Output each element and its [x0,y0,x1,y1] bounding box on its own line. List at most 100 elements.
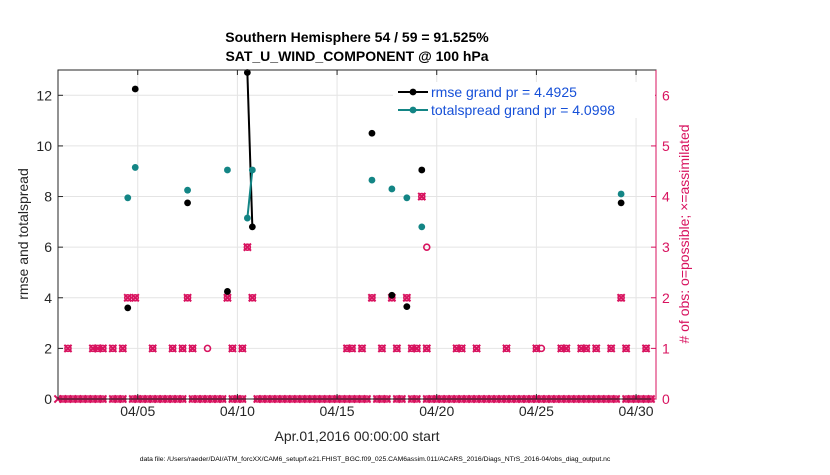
obs-possible-marker [403,293,411,302]
obs-assimilated-marker [148,344,157,353]
obs-possible-marker [131,293,140,302]
obs-assimilated-marker [130,293,140,303]
obs-assimilated-marker [616,293,626,303]
obs-possible-marker [89,344,97,353]
obs-possible-marker [502,344,511,353]
data-series [124,69,625,312]
obs-assimilated-marker [178,344,187,353]
obs-possible-marker [408,344,416,353]
obs-assimilated-marker [63,344,73,353]
rmse-point [617,199,625,207]
data-file-footer: data file: /Users/raeder/DAI/ATM_forcXX/… [140,456,611,463]
obs-possible-marker [99,344,107,353]
rmse-point [418,166,426,174]
totalspread-point [131,164,139,171]
obs-possible-marker [203,344,212,353]
obs-assimilated-marker [188,344,197,353]
y-axis-right-label: # of obs: o=possible; ×=assimilated [676,124,692,343]
obs-assimilated-marker [591,344,601,353]
x-tick-label: 04/15 [320,403,355,419]
rmse-point [388,291,396,299]
obs-assimilated-marker [561,344,571,353]
obs-assimilated-marker [472,344,481,353]
obs-possible-marker [617,293,625,302]
x-tick-label: 04/20 [419,403,454,419]
x-tick-label: 04/25 [519,403,554,419]
y-axis-label: rmse and totalspread [15,168,31,300]
x-tick-label: 04/05 [120,403,155,419]
obs-possible-marker [412,344,421,353]
rmse-point [184,199,191,207]
obs-possible-marker [592,344,601,353]
y-tick-label: 10 [36,138,52,154]
obs-assimilated-marker [417,192,427,201]
legend-box [393,82,655,118]
obs-possible-marker [123,293,132,302]
obs-possible-marker [472,344,481,353]
obs-possible-marker [343,344,351,353]
obs-possible-marker [109,344,117,353]
y2-tick-label: 1 [662,340,670,356]
rmse-point [124,304,132,312]
obs-assimilated-marker [123,293,133,303]
obs-possible-marker [358,344,366,353]
obs-possible-marker [562,344,571,353]
totalspread-point [388,185,396,193]
y2-tick-label: 4 [662,189,670,205]
totalspread-point [243,214,251,222]
y-tick-label: 2 [44,340,52,356]
obs-assimilated-marker [532,344,541,353]
obs-assimilated-marker [228,344,237,353]
totalspread-point [418,223,426,231]
obs-assimilated-marker [183,293,192,303]
obs-possible-marker [607,344,615,353]
y-tick-label: 8 [44,189,52,205]
obs-assimilated-marker [641,344,651,353]
rmse-line [246,72,254,227]
y2-tick-label: 5 [662,138,670,154]
obs-possible-marker [64,344,72,353]
obs-assimilated-marker [367,293,377,303]
obs-possible-marker [378,344,386,353]
obs-possible-marker [393,344,401,353]
obs-possible-marker [168,344,177,353]
obs-possible-marker [537,344,546,353]
obs-possible-marker [94,344,102,353]
obs-possible-marker [368,293,376,302]
y2-tick-label: 3 [662,239,670,255]
obs-possible-marker [422,243,431,251]
obs-possible-marker [582,344,591,353]
legend-totalspread-label: totalspread grand pr = 4.0998 [431,102,615,118]
y2-tick-label: 2 [662,290,670,306]
obs-assimilated-marker [98,344,108,353]
legend-totalspread-marker [409,106,417,114]
obs-possible-marker [248,293,257,302]
obs-possible-marker [422,344,431,353]
axes: 04/05 04/10 04/15 04/20 04/25 04/300246810120… [36,70,670,419]
obs-assimilated-marker [347,344,357,353]
legend-rmse-marker [409,88,417,96]
obs-assimilated-marker [243,242,252,252]
obs-assimilated-marker [581,344,591,353]
chart-subtitle: SAT_U_WIND_COMPONENT @ 100 hPa [225,48,488,64]
totalspread-point [184,186,191,194]
legend-rmse-label: rmse grand pr = 4.4925 [431,84,577,100]
obs-assimilated-marker [223,293,232,303]
obs-possible-marker [348,344,356,353]
obs-assimilated-marker [402,293,412,303]
obs-possible-marker [243,243,252,251]
obs-assimilated-marker [621,344,631,353]
y2-tick-label: 0 [662,391,670,407]
obs-assimilated-marker [422,344,432,353]
obs-assimilated-marker [377,344,387,353]
obs-possible-marker [178,344,187,353]
obs-assimilated-marker [457,344,466,353]
x-axis-label: Apr.01,2016 00:00:00 start [274,428,439,444]
obs-possible-marker [228,344,237,353]
rmse-point [131,85,139,93]
obs-possible-marker [148,344,157,353]
obs-possible-marker [557,344,566,353]
x-tick-label: 04/10 [220,403,255,419]
